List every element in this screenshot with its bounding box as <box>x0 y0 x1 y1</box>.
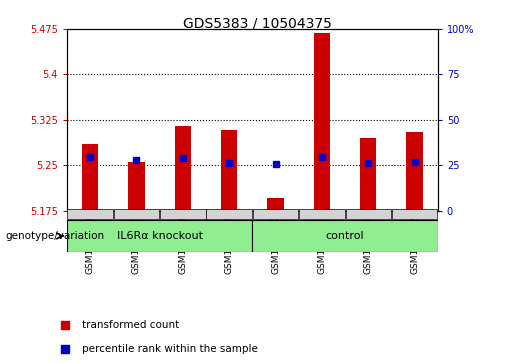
Bar <box>253 209 298 219</box>
Bar <box>128 162 145 211</box>
Bar <box>160 209 205 219</box>
Bar <box>392 209 437 219</box>
Text: control: control <box>325 231 365 241</box>
Bar <box>114 209 159 219</box>
Bar <box>346 209 391 219</box>
Bar <box>360 138 376 211</box>
Bar <box>267 199 284 211</box>
Bar <box>207 209 252 219</box>
Text: GDS5383 / 10504375: GDS5383 / 10504375 <box>183 16 332 30</box>
Bar <box>299 209 345 219</box>
Text: percentile rank within the sample: percentile rank within the sample <box>82 344 258 354</box>
Bar <box>67 220 252 252</box>
Bar <box>67 209 113 219</box>
Bar <box>82 144 98 211</box>
Bar <box>175 126 191 211</box>
Text: transformed count: transformed count <box>82 321 179 330</box>
Bar <box>221 130 237 211</box>
Bar <box>406 132 423 211</box>
Bar <box>314 33 330 211</box>
Bar <box>252 220 438 252</box>
Text: genotype/variation: genotype/variation <box>5 231 104 241</box>
Text: IL6Rα knockout: IL6Rα knockout <box>117 231 202 241</box>
